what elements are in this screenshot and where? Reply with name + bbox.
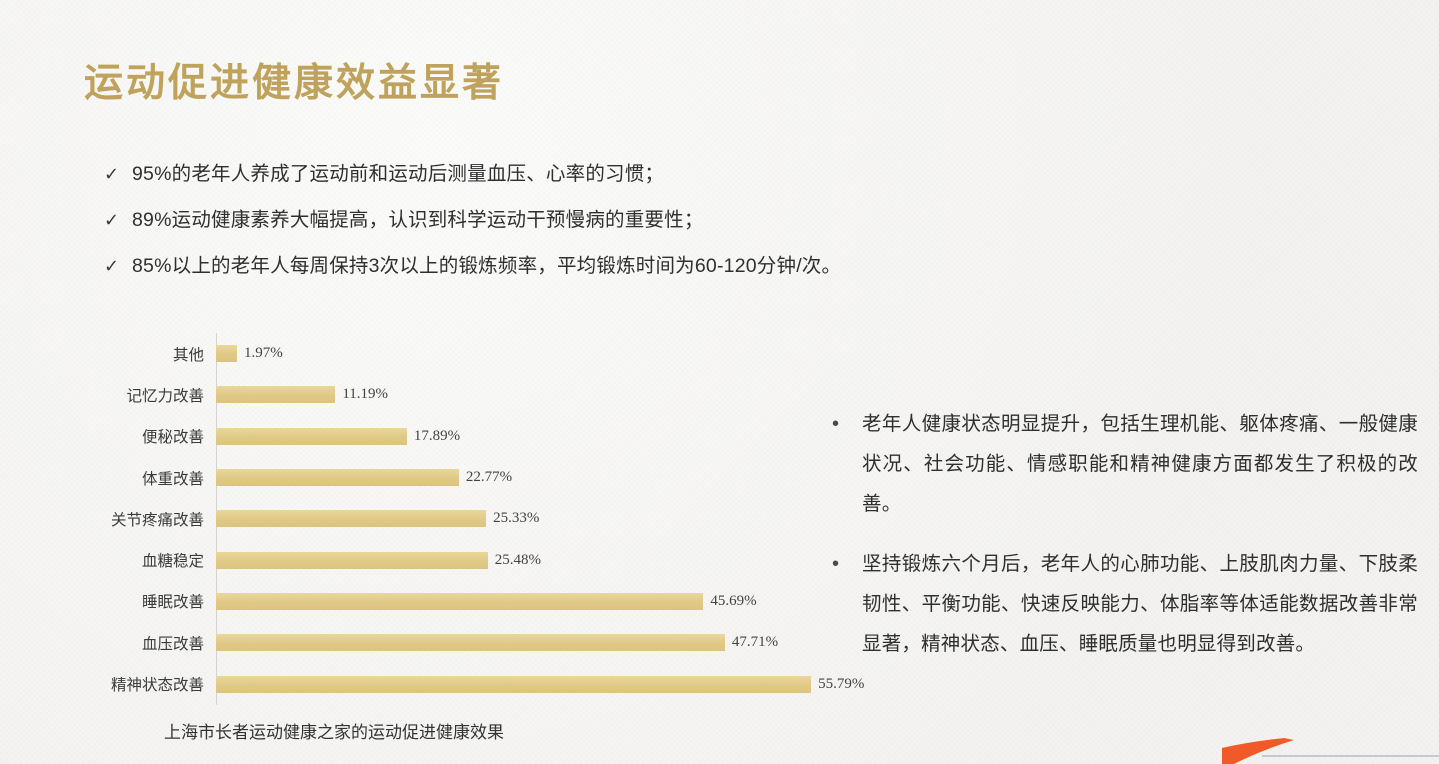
bar-track: 25.48% — [216, 539, 860, 580]
orange-swoosh-decoration — [1222, 738, 1294, 764]
bar-value-label: 11.19% — [342, 386, 389, 403]
bar-value-label: 47.71% — [731, 634, 779, 651]
bar-fill — [216, 675, 812, 693]
check-icon: ✓ — [104, 164, 120, 184]
bar-value-label: 1.97% — [244, 345, 283, 362]
bullet-dot-icon: • — [832, 553, 840, 575]
list-item-label: 95%的老年人养成了运动前和运动后测量血压、心率的习惯； — [132, 163, 665, 185]
chart-bar-row: 其他 1.97% — [60, 333, 860, 374]
bar-track: 25.33% — [216, 498, 860, 539]
chart-bar-row: 睡眠改善 45.69% — [60, 581, 860, 622]
bottom-divider-rule — [1262, 755, 1439, 757]
horizontal-bar-chart: 其他 1.97% 记忆力改善 11.19% 便秘改善 17.89% 体重改善 — [60, 333, 864, 705]
right-bullet-list: • 老年人健康状态明显提升，包括生理机能、躯体疼痛、一般健康状况、社会功能、情感… — [826, 404, 1418, 684]
bar-fill — [216, 510, 487, 528]
bar-fill — [216, 345, 237, 363]
bar-category-label: 体重改善 — [141, 470, 204, 488]
chart-bar-row: 精神状态改善 55.79% — [60, 663, 864, 704]
bar-fill — [216, 634, 725, 652]
bar-track: 17.89% — [216, 416, 860, 457]
bar-track: 47.71% — [216, 622, 860, 663]
bar-category-label: 关节疼痛改善 — [110, 511, 204, 529]
bar-category-label: 血糖稳定 — [141, 553, 204, 571]
bar-track: 45.69% — [216, 581, 860, 622]
bar-category-label: 记忆力改善 — [126, 387, 204, 405]
bar-fill — [216, 386, 336, 404]
bar-value-label: 17.89% — [413, 427, 461, 444]
list-item: • 老年人健康状态明显提升，包括生理机能、躯体疼痛、一般健康状况、社会功能、情感… — [826, 404, 1418, 524]
check-icon: ✓ — [104, 256, 120, 276]
bar-category-label: 便秘改善 — [141, 429, 204, 447]
chart-bar-row: 便秘改善 17.89% — [60, 416, 860, 457]
chart-bar-row: 血压改善 47.71% — [60, 622, 860, 663]
chart-bar-row: 体重改善 22.77% — [60, 457, 860, 498]
bar-fill — [216, 427, 407, 445]
list-item: • 坚持锻炼六个月后，老年人的心肺功能、上肢肌肉力量、下肢柔韧性、平衡功能、快速… — [826, 544, 1418, 664]
bar-track: 1.97% — [216, 333, 860, 374]
bar-fill — [216, 551, 488, 569]
bar-value-label: 45.69% — [710, 592, 757, 609]
check-bullet-list: ✓ 95%的老年人养成了运动前和运动后测量血压、心率的习惯； ✓ 89%运动健康… — [104, 157, 1344, 295]
bar-category-label: 精神状态改善 — [110, 677, 204, 695]
bar-value-label: 22.77% — [465, 469, 513, 486]
chart-bar-row: 血糖稳定 25.48% — [60, 539, 860, 580]
bar-fill — [216, 469, 459, 487]
chart-caption: 上海市长者运动健康之家的运动促进健康效果 — [164, 723, 504, 742]
list-item-label: 89%运动健康素养大幅提高，认识到科学运动干预慢病的重要性； — [132, 209, 704, 231]
bar-value-label: 55.79% — [818, 675, 865, 692]
bar-category-label: 血压改善 — [141, 635, 204, 653]
bar-track: 55.79% — [216, 663, 864, 704]
chart-bar-row: 记忆力改善 11.19% — [60, 374, 860, 415]
check-icon: ✓ — [104, 210, 120, 230]
list-item: ✓ 85%以上的老年人每周保持3次以上的锻炼频率，平均锻炼时间为60-120分钟… — [104, 249, 1344, 295]
page-title: 运动促进健康效益显著 — [84, 62, 505, 105]
list-item: ✓ 89%运动健康素养大幅提高，认识到科学运动干预慢病的重要性； — [104, 203, 1344, 249]
list-item: ✓ 95%的老年人养成了运动前和运动后测量血压、心率的习惯； — [104, 157, 1344, 203]
chart-bar-row: 关节疼痛改善 25.33% — [60, 498, 860, 539]
list-item-label: 坚持锻炼六个月后，老年人的心肺功能、上肢肌肉力量、下肢柔韧性、平衡功能、快速反映… — [862, 553, 1418, 655]
bar-category-label: 其他 — [172, 346, 204, 364]
list-item-label: 85%以上的老年人每周保持3次以上的锻炼频率，平均锻炼时间为60-120分钟/次… — [132, 255, 842, 277]
bar-value-label: 25.48% — [494, 551, 542, 568]
bar-category-label: 睡眠改善 — [141, 594, 204, 612]
list-item-label: 老年人健康状态明显提升，包括生理机能、躯体疼痛、一般健康状况、社会功能、情感职能… — [862, 413, 1418, 515]
bullet-dot-icon: • — [832, 413, 840, 435]
bar-value-label: 25.33% — [493, 510, 540, 527]
bar-track: 22.77% — [216, 457, 860, 498]
bar-fill — [216, 592, 704, 610]
bar-track: 11.19% — [216, 374, 860, 415]
